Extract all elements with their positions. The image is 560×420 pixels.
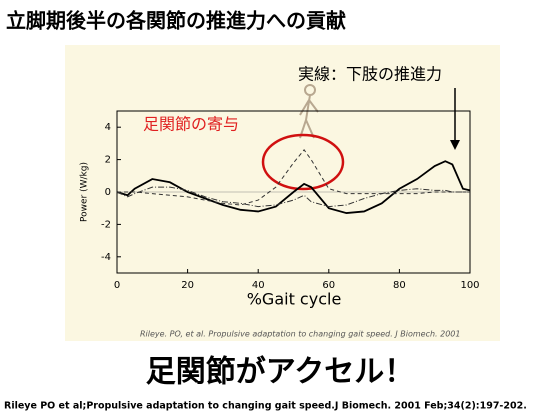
source-note: Rileye. PO, et al. Propulsive adaptation… [140,330,460,339]
y-tick-label: 4 [105,122,111,133]
plot: 420-2-40 20 40 60 80 100 [101,110,480,291]
annotation: 足関節の寄与 [143,115,239,134]
y-tick-label: -2 [101,219,111,230]
x-axis-label: %Gait cycle [247,290,342,309]
arrow-head [450,140,460,150]
annotation: 実線：下肢の推進力 [298,65,442,84]
series-line [117,149,470,206]
x-tick-label: 60 [322,280,335,291]
x-tick-label: 100 [460,280,479,291]
footer-citation: Rileye PO et al;Propulsive adaptation to… [4,401,527,412]
y-axis-label: Power (W/kg) [80,162,90,222]
highlight-ellipse [261,133,345,191]
y-tick-label: 2 [105,155,111,166]
x-tick-label: 80 [393,280,406,291]
series-line [116,186,470,208]
y-tick-label: -4 [101,252,111,263]
y-tick-label: 0 [105,187,111,198]
x-tick-label: 40 [252,280,265,291]
slide-title: 立脚期後半の各関節の推進力への貢献 [6,9,346,33]
x-tick-label: 20 [181,280,194,291]
skeleton-figure [299,84,319,139]
x-tick-label: 0 [114,280,120,291]
series-line [116,160,471,214]
headline: 足関節がアクセル！ [146,355,415,390]
